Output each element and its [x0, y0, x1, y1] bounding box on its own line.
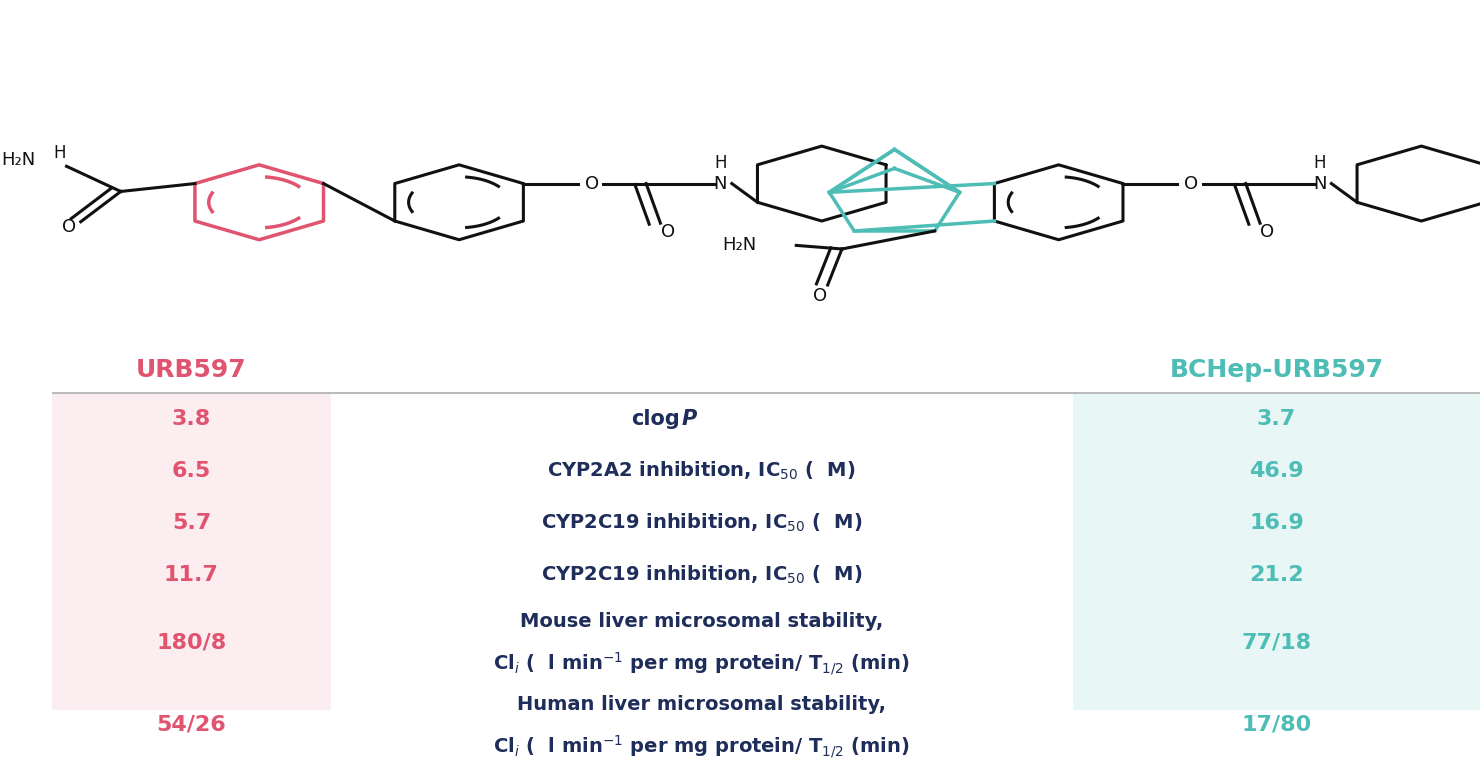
Text: N: N [714, 175, 727, 192]
Text: 21.2: 21.2 [1250, 565, 1304, 584]
Text: O: O [1184, 175, 1199, 192]
Text: 77/18: 77/18 [1241, 632, 1312, 652]
Text: Human liver microsomal stability,: Human liver microsomal stability, [518, 695, 886, 714]
Text: Mouse liver microsomal stability,: Mouse liver microsomal stability, [521, 613, 883, 632]
Text: clog: clog [632, 409, 680, 429]
Text: H: H [53, 144, 65, 163]
Text: 11.7: 11.7 [163, 565, 218, 584]
Text: 5.7: 5.7 [172, 513, 211, 533]
Text: O: O [813, 287, 828, 305]
Text: O: O [1260, 223, 1275, 241]
Text: BCHep-URB597: BCHep-URB597 [1169, 359, 1383, 382]
Bar [52, 393, 331, 710]
Text: P: P [681, 409, 697, 429]
Text: 17/80: 17/80 [1241, 715, 1312, 735]
Text: 54/26: 54/26 [156, 715, 226, 735]
Text: 3.7: 3.7 [1257, 409, 1296, 429]
Text: 16.9: 16.9 [1250, 513, 1304, 533]
Text: 6.5: 6.5 [172, 461, 211, 481]
Text: 46.9: 46.9 [1250, 461, 1304, 481]
Text: CYP2C19 inhibition, IC$_{50}$ (  M): CYP2C19 inhibition, IC$_{50}$ ( M) [542, 564, 862, 586]
Text: 180/8: 180/8 [156, 632, 227, 652]
Text: H₂N: H₂N [723, 236, 757, 255]
Text: N: N [1313, 175, 1327, 192]
Bar [331, 393, 1073, 710]
Text: CYP2A2 inhibition, IC$_{50}$ (  M): CYP2A2 inhibition, IC$_{50}$ ( M) [548, 460, 856, 482]
Text: URB597: URB597 [137, 359, 246, 382]
Text: Cl$_{i}$ (  l min$^{-1}$ per mg protein/ T$_{1/2}$ (min): Cl$_{i}$ ( l min$^{-1}$ per mg protein/ … [493, 733, 910, 760]
Text: O: O [62, 218, 76, 236]
Bar [1073, 393, 1480, 710]
Text: H: H [1313, 154, 1327, 173]
Text: 3.8: 3.8 [172, 409, 211, 429]
Text: H₂N: H₂N [1, 151, 36, 169]
Text: H: H [714, 154, 727, 173]
Text: CYP2C19 inhibition, IC$_{50}$ (  M): CYP2C19 inhibition, IC$_{50}$ ( M) [542, 511, 862, 534]
Text: O: O [585, 175, 600, 192]
Text: O: O [660, 223, 675, 241]
Text: Cl$_{i}$ (  l min$^{-1}$ per mg protein/ T$_{1/2}$ (min): Cl$_{i}$ ( l min$^{-1}$ per mg protein/ … [493, 651, 910, 677]
